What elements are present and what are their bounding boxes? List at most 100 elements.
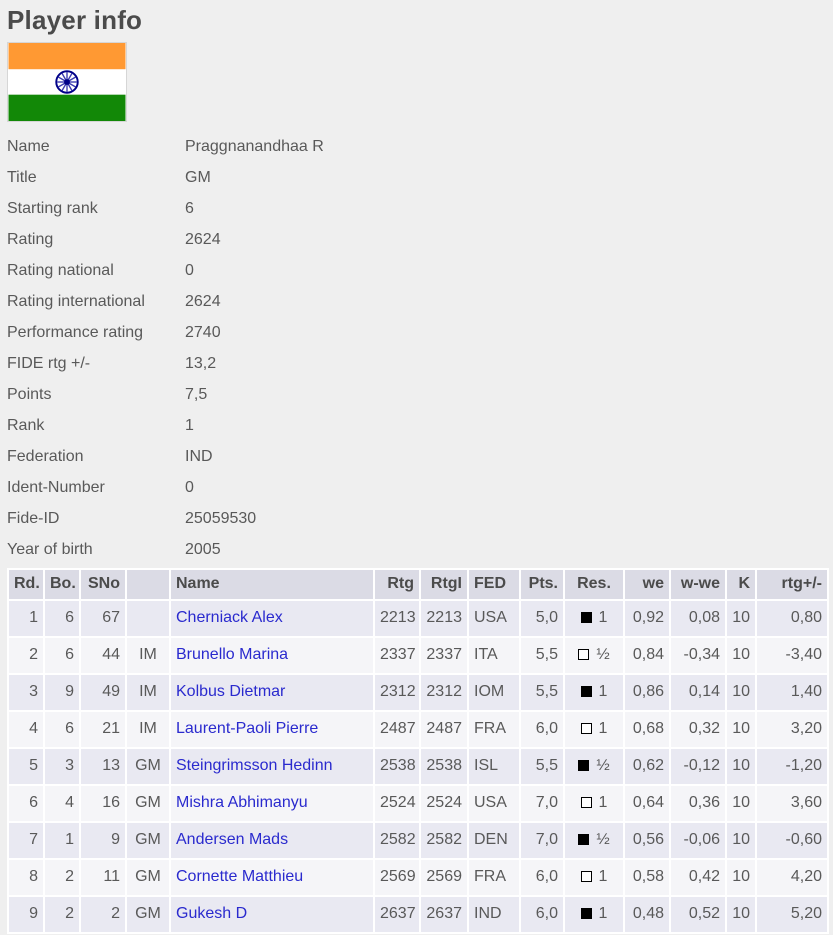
expected-score: 0,84	[625, 637, 669, 673]
points: 6,0	[521, 711, 563, 747]
result-value: ½	[596, 646, 610, 664]
rating-intl: 2213	[421, 600, 467, 636]
rating: 2337	[375, 637, 419, 673]
column-header: SNo	[81, 569, 125, 599]
result-value: ½	[596, 831, 610, 849]
start-number: 2	[81, 896, 125, 932]
info-value: 2624	[185, 230, 221, 248]
result-cell: ½	[565, 748, 623, 784]
score-diff: 0,14	[671, 674, 725, 710]
start-number: 9	[81, 822, 125, 858]
table-row: 3 9 49 IM Kolbus Dietmar 2312 2312 IOM 5…	[9, 674, 827, 710]
board-number: 6	[45, 711, 79, 747]
k-factor: 10	[727, 748, 755, 784]
info-value: 6	[185, 199, 194, 217]
info-value: 13,2	[185, 354, 217, 372]
info-label: Year of birth	[7, 540, 93, 558]
info-row: Ident-Number 0	[7, 472, 829, 503]
rating-intl: 2312	[421, 674, 467, 710]
info-row: Points 7,5	[7, 379, 829, 410]
info-value: 2005	[185, 540, 221, 558]
round-number: 9	[9, 896, 43, 932]
player-title: IM	[127, 637, 169, 673]
info-row: Fide-ID 25059530	[7, 503, 829, 534]
opponent-name-link[interactable]: Gukesh D	[176, 905, 248, 923]
k-factor: 10	[727, 674, 755, 710]
opponent-name-link[interactable]: Brunello Marina	[176, 646, 289, 664]
column-header: Rd.	[9, 569, 43, 599]
rating-change: 0,80	[757, 600, 827, 636]
expected-score: 0,56	[625, 822, 669, 858]
player-title	[127, 600, 169, 636]
opponent-name-link[interactable]: Kolbus Dietmar	[176, 683, 286, 701]
k-factor: 10	[727, 711, 755, 747]
black-square-icon	[578, 760, 590, 772]
opponent-name-link[interactable]: Cherniack Alex	[176, 609, 283, 627]
opponent-name-link[interactable]: Steingrimsson Hedinn	[176, 757, 333, 775]
column-header: FED	[469, 569, 519, 599]
rating: 2487	[375, 711, 419, 747]
round-number: 6	[9, 785, 43, 821]
expected-score: 0,62	[625, 748, 669, 784]
black-square-icon	[578, 834, 590, 846]
rating: 2637	[375, 896, 419, 932]
k-factor: 10	[727, 896, 755, 932]
name-cell: Mishra Abhimanyu	[171, 785, 373, 821]
rating: 2524	[375, 785, 419, 821]
score-diff: 0,36	[671, 785, 725, 821]
federation: DEN	[469, 822, 519, 858]
info-row: FIDE rtg +/- 13,2	[7, 348, 829, 379]
white-square-icon	[580, 723, 592, 735]
name-cell: Steingrimsson Hedinn	[171, 748, 373, 784]
player-title: GM	[127, 748, 169, 784]
info-row: Rating international 2624	[7, 286, 829, 317]
name-cell: Cherniack Alex	[171, 600, 373, 636]
info-value: IND	[185, 447, 213, 465]
info-label: Rank	[7, 416, 45, 434]
page-title: Player info	[7, 5, 143, 35]
opponent-name-link[interactable]: Cornette Matthieu	[176, 868, 304, 886]
result-cell: 1	[565, 711, 623, 747]
name-cell: Laurent-Paoli Pierre	[171, 711, 373, 747]
info-label: Performance rating	[7, 323, 144, 341]
start-number: 67	[81, 600, 125, 636]
rating: 2312	[375, 674, 419, 710]
opponent-name-link[interactable]: Laurent-Paoli Pierre	[176, 720, 319, 738]
federation: IND	[469, 896, 519, 932]
name-cell: Cornette Matthieu	[171, 859, 373, 895]
result-cell: 1	[565, 600, 623, 636]
expected-score: 0,68	[625, 711, 669, 747]
board-number: 9	[45, 674, 79, 710]
column-header	[127, 569, 169, 599]
info-value: Praggnanandhaa R	[185, 137, 324, 155]
rating-change: 3,60	[757, 785, 827, 821]
round-number: 2	[9, 637, 43, 673]
info-row: Year of birth 2005	[7, 534, 829, 565]
info-value: 0	[185, 261, 194, 279]
score-diff: -0,12	[671, 748, 725, 784]
federation: USA	[469, 600, 519, 636]
round-number: 4	[9, 711, 43, 747]
round-number: 1	[9, 600, 43, 636]
result-value: ½	[596, 757, 610, 775]
expected-score: 0,48	[625, 896, 669, 932]
column-header: Res.	[565, 569, 623, 599]
info-value: 7,5	[185, 385, 208, 403]
points: 6,0	[521, 896, 563, 932]
result-value: 1	[598, 609, 608, 627]
k-factor: 10	[727, 785, 755, 821]
info-row: Rating 2624	[7, 224, 829, 255]
federation: ISL	[469, 748, 519, 784]
rating-change: -0,60	[757, 822, 827, 858]
info-row: Name Praggnanandhaa R	[7, 131, 829, 162]
opponent-name-link[interactable]: Mishra Abhimanyu	[176, 794, 308, 812]
board-number: 1	[45, 822, 79, 858]
opponent-name-link[interactable]: Andersen Mads	[176, 831, 289, 849]
expected-score: 0,64	[625, 785, 669, 821]
score-diff: 0,42	[671, 859, 725, 895]
score-diff: -0,06	[671, 822, 725, 858]
table-row: 2 6 44 IM Brunello Marina 2337 2337 ITA …	[9, 637, 827, 673]
player-title: GM	[127, 785, 169, 821]
name-cell: Andersen Mads	[171, 822, 373, 858]
board-number: 6	[45, 637, 79, 673]
